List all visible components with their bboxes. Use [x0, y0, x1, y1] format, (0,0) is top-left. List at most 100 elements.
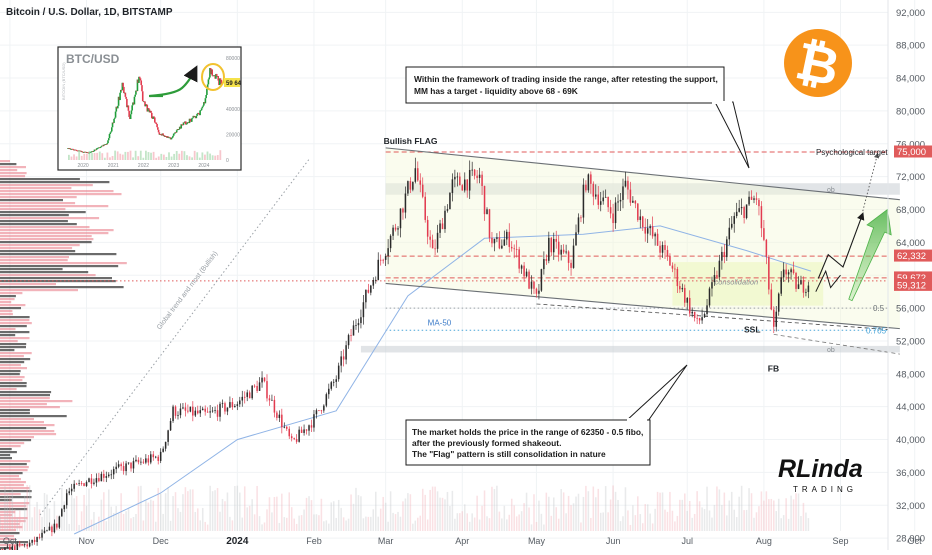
candle-body — [258, 382, 261, 391]
inset-candle — [135, 90, 137, 95]
price-tick-label: 48,000 — [896, 369, 925, 380]
inset-chart: BTC/USD 800006000040000200000 2020202120… — [57, 46, 242, 171]
inset-candle — [95, 149, 97, 151]
volume-bar — [592, 486, 595, 531]
candle-body — [271, 399, 273, 401]
volume-profile-bar — [0, 460, 31, 463]
volume-profile-bar — [0, 217, 100, 220]
candle-body — [328, 388, 330, 395]
volume-bar — [182, 494, 184, 531]
volume-profile-bar — [0, 538, 16, 541]
volume-bar — [718, 489, 721, 531]
volume-bar — [110, 506, 113, 531]
candle-body — [377, 259, 380, 280]
candle-body — [753, 198, 755, 200]
volume-bar — [360, 496, 362, 531]
flag-lower-line — [385, 282, 900, 330]
volume-bar — [201, 507, 204, 531]
candle-body — [785, 269, 787, 275]
inset-candle — [175, 132, 177, 134]
inset-y-tick: 20000 — [226, 133, 240, 139]
price-tick-label: 36,000 — [896, 468, 925, 479]
volume-bar — [787, 518, 790, 531]
candle-body — [614, 202, 617, 224]
volume-bar — [63, 501, 66, 531]
volume-bar — [684, 493, 686, 531]
volume-bar — [199, 520, 202, 531]
volume-bar — [108, 489, 110, 531]
volume-profile-bar — [0, 382, 27, 385]
candle-body — [256, 385, 258, 391]
inset-candle — [192, 115, 195, 118]
volume-profile-bar — [0, 481, 26, 484]
volume-bar — [115, 506, 117, 531]
volume-bar — [748, 488, 750, 531]
volume-profile-bar — [0, 493, 21, 496]
volume-profile-bar — [0, 349, 15, 352]
candle-body — [201, 408, 204, 411]
candle-body — [513, 248, 515, 250]
inset-volume-bar — [209, 153, 211, 160]
candle-body — [93, 482, 95, 484]
candle-body — [38, 537, 41, 538]
inset-volume-bar — [178, 153, 181, 160]
volume-bar — [595, 497, 597, 531]
inset-candle — [120, 89, 123, 91]
inset-candle — [185, 123, 188, 125]
volume-bar — [424, 494, 426, 531]
volume-bar — [159, 493, 162, 531]
candle-body — [313, 414, 315, 428]
callout-top-box — [405, 66, 725, 104]
inset-candle — [105, 144, 108, 146]
candle-body — [777, 293, 780, 312]
volume-bar — [253, 514, 256, 531]
candle-body — [486, 209, 488, 215]
inset-volume-bar — [134, 150, 137, 160]
price-tag — [894, 145, 932, 158]
inset-volume-bar — [196, 152, 199, 160]
volume-bar — [122, 513, 125, 531]
candle-body — [172, 406, 174, 422]
candle-body — [807, 285, 810, 293]
candle-body — [184, 407, 187, 411]
inset-title: BTC/USD — [66, 52, 120, 66]
candle-body — [533, 281, 535, 289]
candle-body — [454, 176, 456, 180]
candle-body — [16, 543, 19, 551]
candle-body — [315, 410, 318, 415]
volume-bar — [476, 495, 478, 531]
candle-body — [135, 459, 137, 462]
price-tick-label: 44,000 — [896, 402, 925, 413]
inset-y-tick: 0 — [226, 158, 229, 164]
volume-bar — [352, 503, 355, 531]
volume-bar — [135, 513, 137, 531]
inset-y-tick: 40000 — [226, 107, 240, 113]
inset-candle — [108, 134, 111, 139]
candle-body — [523, 265, 525, 277]
price-tick-label: 32,000 — [896, 501, 925, 512]
volume-bar — [224, 501, 226, 531]
inset-volume-bar — [155, 157, 158, 160]
volume-bar — [256, 485, 258, 531]
candle-body — [726, 239, 728, 258]
inset-candle — [178, 129, 180, 130]
volume-bar — [100, 499, 103, 531]
volume-bar — [332, 501, 335, 531]
volume-bar — [251, 499, 253, 531]
candle-body — [355, 325, 357, 326]
volume-profile-bar — [0, 463, 27, 466]
candle-body — [565, 251, 567, 253]
volume-bar — [53, 501, 56, 531]
volume-bar — [184, 487, 187, 531]
candle-body — [473, 169, 476, 176]
inset-candle — [123, 86, 125, 94]
candle-body — [122, 466, 125, 472]
volume-bar — [434, 486, 436, 531]
inset-volume-bar — [147, 152, 150, 160]
candle-body — [169, 421, 172, 431]
inset-candle — [92, 151, 95, 152]
inset-candle — [141, 85, 143, 92]
candle-body — [518, 249, 520, 269]
